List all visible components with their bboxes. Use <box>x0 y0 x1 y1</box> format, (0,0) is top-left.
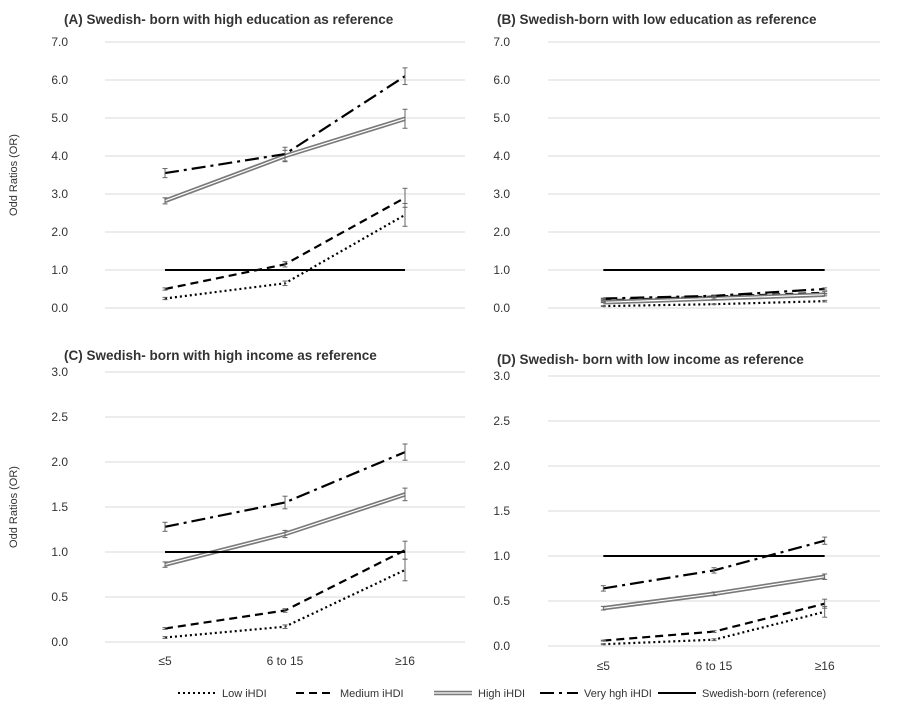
y-tick-label: 2.5 <box>51 410 68 424</box>
x-tick-label: 6 to 15 <box>267 654 304 668</box>
legend-item-very-hgh-ihdi: Very hgh iHDI <box>540 688 652 700</box>
legend-item-low-ihdi: Low iHDI <box>178 688 267 700</box>
legend-item-medium-ihdi: Medium iHDI <box>296 688 404 700</box>
series-line-medium-ihdi <box>164 549 406 630</box>
y-tick-label: 2.0 <box>51 225 68 239</box>
y-tick-label: 3.0 <box>51 365 68 379</box>
legend: Low iHDI Medium iHDI High iHDI Very hgh iHD… <box>178 688 826 700</box>
panel-title: (A) Swedish- born with high education as… <box>64 12 394 27</box>
y-axis-label: Odd Ratios (OR) <box>8 466 20 548</box>
y-tick-label: 1.0 <box>51 545 68 559</box>
y-tick-label: 2.0 <box>51 455 68 469</box>
y-tick-label: 6.0 <box>493 73 510 87</box>
legend-label: Low iHDI <box>222 688 267 700</box>
legend-item-high-ihdi: High iHDI <box>434 688 525 700</box>
y-tick-label: 5.0 <box>51 111 68 125</box>
panel-d: (D) Swedish- born with low income as ref… <box>493 352 880 673</box>
series-line-medium-ihdi <box>603 602 825 642</box>
panel-title: (B) Swedish-born with low education as r… <box>497 12 817 27</box>
series-line-very-hgh-ihdi <box>164 451 406 528</box>
legend-label: Very hgh iHDI <box>584 688 652 700</box>
y-tick-label: 3.0 <box>51 187 68 201</box>
y-tick-label: 4.0 <box>51 149 68 163</box>
y-tick-label: 0.0 <box>51 635 68 649</box>
y-tick-label: 0.5 <box>51 590 68 604</box>
y-tick-label: 4.0 <box>493 149 510 163</box>
y-tick-label: 0.0 <box>51 301 68 315</box>
y-tick-label: 0.5 <box>493 594 510 608</box>
x-tick-label: ≤5 <box>597 659 611 673</box>
y-tick-label: 5.0 <box>493 111 510 125</box>
y-tick-label: 0.0 <box>493 639 510 653</box>
legend-label: High iHDI <box>478 688 525 700</box>
y-tick-label: 7.0 <box>493 35 510 49</box>
legend-label: Medium iHDI <box>340 688 404 700</box>
y-axis-label: Odd Ratios (OR) <box>8 134 20 216</box>
y-tick-label: 6.0 <box>51 73 68 87</box>
x-tick-label: ≥16 <box>395 654 415 668</box>
y-tick-label: 0.0 <box>493 301 510 315</box>
series-line-medium-ihdi <box>164 196 406 291</box>
y-tick-label: 1.0 <box>51 263 68 277</box>
legend-label: Swedish-born (reference) <box>702 688 826 700</box>
y-tick-label: 2.0 <box>493 225 510 239</box>
y-tick-label: 1.5 <box>493 504 510 518</box>
panel-title: (D) Swedish- born with low income as ref… <box>497 352 804 367</box>
y-tick-label: 3.0 <box>493 369 510 383</box>
y-tick-label: 7.0 <box>51 35 68 49</box>
panel-a: (A) Swedish- born with high education as… <box>8 12 465 315</box>
y-tick-label: 1.5 <box>51 500 68 514</box>
y-tick-label: 2.5 <box>493 414 510 428</box>
y-tick-label: 3.0 <box>493 187 510 201</box>
y-tick-label: 2.0 <box>493 459 510 473</box>
x-tick-label: ≤5 <box>158 654 172 668</box>
y-tick-label: 1.0 <box>493 263 510 277</box>
y-tick-label: 1.0 <box>493 549 510 563</box>
panel-title: (C) Swedish- born with high income as re… <box>64 348 377 363</box>
panel-b: (B) Swedish-born with low education as r… <box>493 12 880 315</box>
x-tick-label: 6 to 15 <box>696 659 733 673</box>
legend-item-swedish-born-reference: Swedish-born (reference) <box>658 688 826 700</box>
panel-c: (C) Swedish- born with high income as re… <box>8 348 465 668</box>
x-tick-label: ≥16 <box>815 659 835 673</box>
